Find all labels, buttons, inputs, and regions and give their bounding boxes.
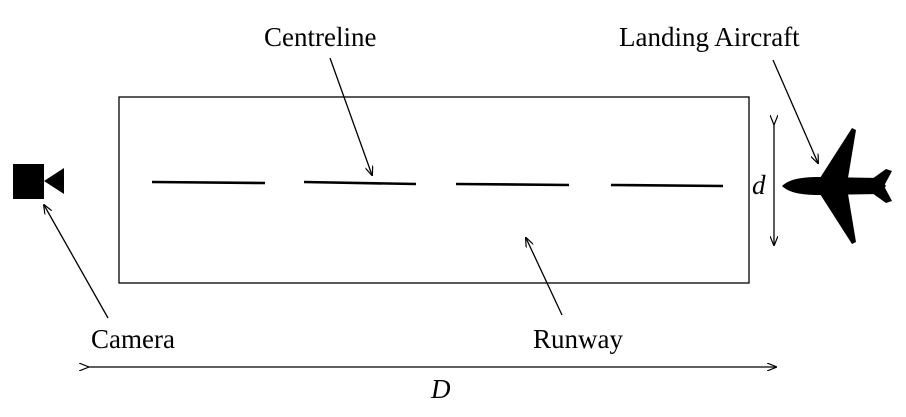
centreline-dash [151, 180, 266, 185]
runway-leader [526, 238, 563, 316]
landing-aircraft-label: Landing Aircraft [619, 22, 800, 52]
centreline-dash [455, 182, 570, 187]
centreline-label: Centreline [264, 22, 376, 52]
centreline-dash [610, 183, 724, 188]
runway-outline [118, 96, 750, 284]
centreline-dashes [151, 180, 724, 188]
airplane-icon [782, 128, 892, 244]
distance-label: D [430, 374, 451, 404]
centreline-dash [303, 180, 417, 186]
camera-leader [44, 205, 109, 319]
runway-label: Runway [533, 324, 623, 354]
runway-width-label: d [752, 170, 766, 200]
camera-label: Camera [91, 324, 175, 354]
camera-icon [13, 164, 64, 199]
centreline-leader [329, 57, 372, 175]
aircraft-leader [772, 59, 818, 163]
